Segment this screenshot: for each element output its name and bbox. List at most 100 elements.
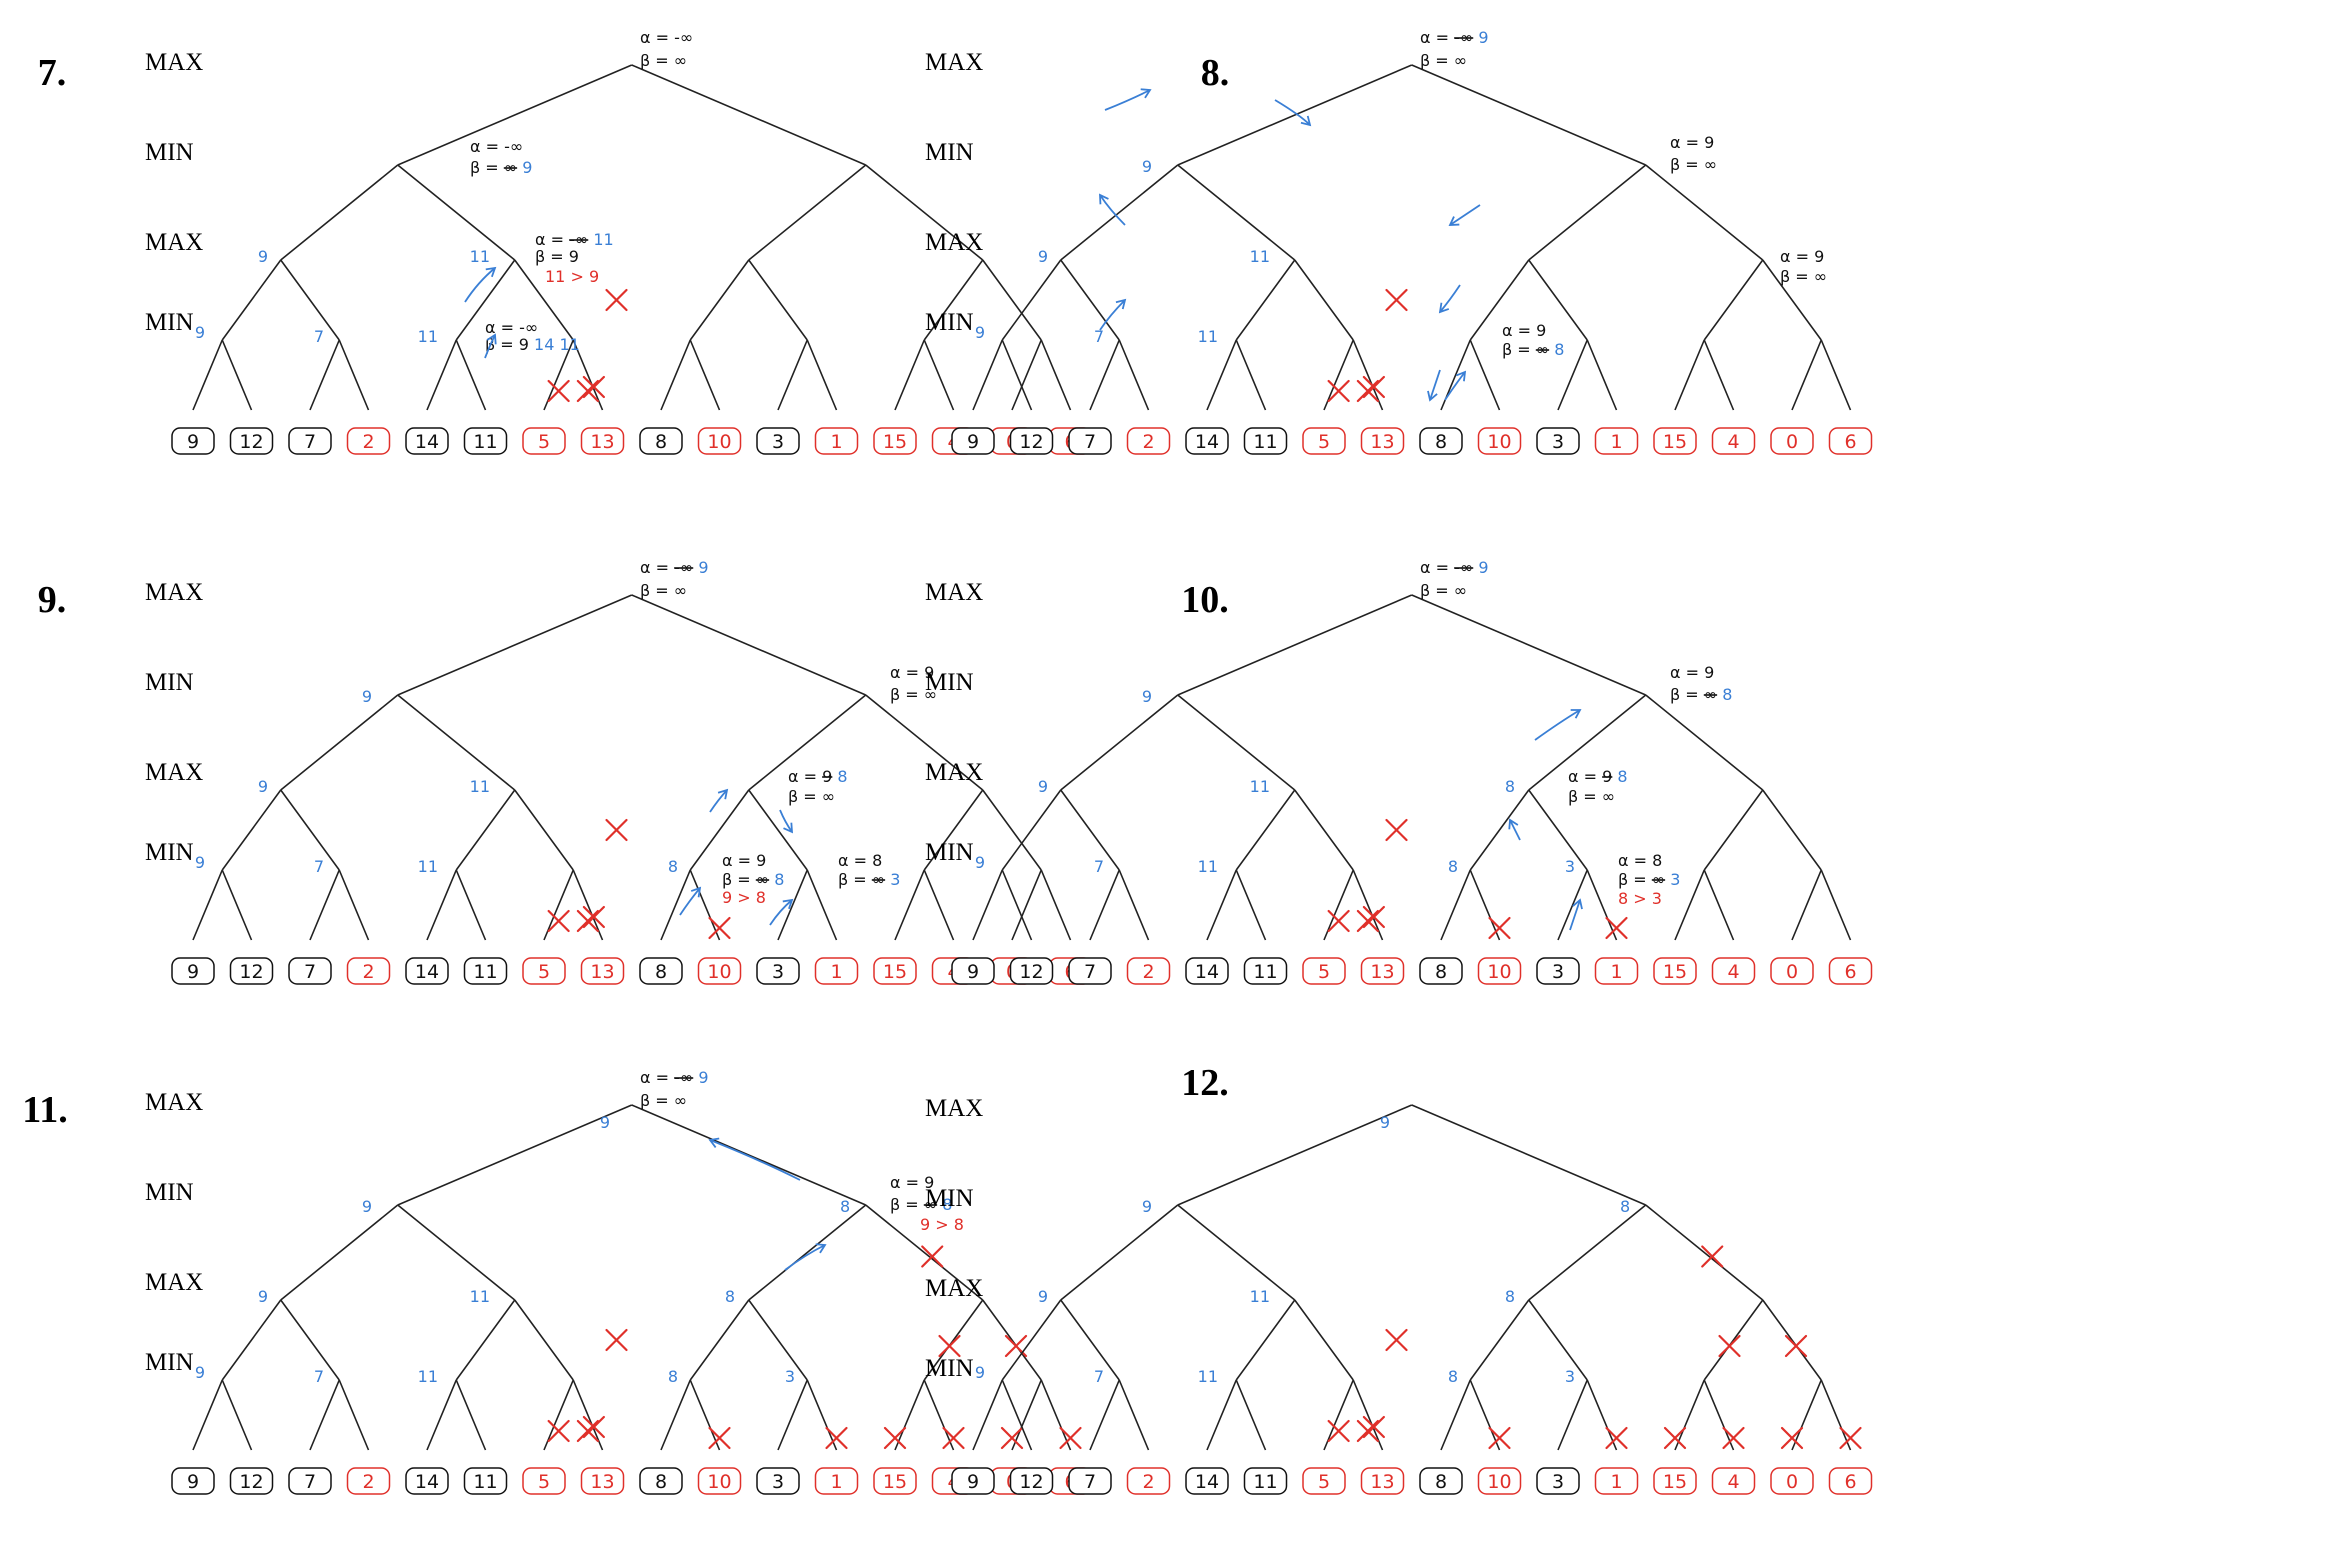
tree-edge <box>1469 869 1501 941</box>
tree-edge <box>689 339 721 411</box>
leaf-value: 12 <box>1019 1471 1043 1493</box>
tree-edge <box>777 1379 808 1451</box>
tree-edge <box>1557 1379 1588 1451</box>
leaf-value: 10 <box>707 431 731 453</box>
tree-edge <box>1411 1104 1647 1206</box>
annotation-label: 9 <box>1380 1113 1390 1132</box>
leaf-value: 8 <box>655 431 667 453</box>
leaf-value: 8 <box>1435 961 1447 983</box>
annotation-segment: 9 > 8 <box>920 1215 964 1234</box>
tree-edge <box>1011 1379 1042 1451</box>
panel-number: 10. <box>1181 579 1229 621</box>
level-label-2: MAX <box>925 229 983 256</box>
prune-cross-icon <box>1327 1419 1350 1443</box>
tree-edge <box>1411 64 1647 166</box>
annotation-segment: ∞ <box>756 870 769 889</box>
leaf-value: 10 <box>1487 961 1511 983</box>
leaf-node: 11 <box>463 427 508 455</box>
annotation-label: α = 9 <box>1780 247 1824 266</box>
annotation-label: 11 <box>418 1367 438 1386</box>
tree-edge <box>280 694 399 791</box>
tree-edge <box>748 259 808 341</box>
prune-cross-icon <box>708 916 731 940</box>
leaf-value: 14 <box>1195 961 1219 983</box>
annotation-segment: β = ∞ <box>640 51 687 70</box>
leaf-node: 1 <box>1594 957 1639 985</box>
leaf-value: 5 <box>538 1471 550 1493</box>
annotation-segment: 11 <box>470 247 490 266</box>
tree-edge <box>1011 869 1042 941</box>
tree-edge <box>397 1204 516 1301</box>
annotation-label: 8 <box>725 1287 735 1306</box>
tree-edge <box>221 1379 253 1451</box>
panel-number: 11. <box>22 1089 67 1131</box>
annotation-label: 8 <box>1448 857 1458 876</box>
annotation-label: β = ∞ 9 <box>470 158 532 177</box>
annotation-segment: 8 <box>840 1197 850 1216</box>
leaf-value: 3 <box>1552 431 1564 453</box>
tree-edge <box>1001 869 1033 941</box>
leaf-node: 3 <box>1536 957 1580 985</box>
leaf-value: 2 <box>362 961 374 983</box>
tree-edge <box>514 789 574 871</box>
annotation-segment: 8 <box>668 1367 678 1386</box>
annotation-segment: α = <box>1420 28 1454 47</box>
leaf-value: 3 <box>1552 1471 1564 1493</box>
annotation-segment: 7 <box>314 857 324 876</box>
leaf-node: 9 <box>951 957 995 985</box>
tree-edge <box>1762 789 1822 871</box>
annotation-segment: 7 <box>314 1367 324 1386</box>
annotation-label: β = ∞ <box>1420 51 1467 70</box>
annotation-label: 9 > 8 <box>920 1215 964 1234</box>
prune-cross-icon <box>1780 1426 1804 1450</box>
leaf-value: 13 <box>1370 431 1394 453</box>
tree-edge <box>923 1379 955 1451</box>
annotation-segment: β = ∞ <box>640 581 687 600</box>
tree-edge <box>1001 1379 1033 1451</box>
tree-edge <box>806 339 838 411</box>
annotation-label: α = -∞ <box>640 28 693 47</box>
annotation-segment: 9 <box>362 687 372 706</box>
tree-edge <box>1235 259 1296 341</box>
annotation-segment: 9 <box>195 323 205 342</box>
leaf-value: 1 <box>830 431 842 453</box>
traversal-arrow-icon <box>484 333 497 359</box>
annotation-segment: 9 <box>693 558 708 577</box>
annotation-segment: α = <box>1568 767 1602 786</box>
annotation-label: β = ∞ 8 <box>890 1195 952 1214</box>
annotation-label: 11 > 9 <box>545 267 599 286</box>
tree-edge <box>631 1104 867 1206</box>
annotation-segment: 9 <box>258 247 268 266</box>
tree-edge <box>689 1299 750 1381</box>
traversal-arrow-icon <box>1438 284 1461 314</box>
leaf-value: 2 <box>1142 1471 1154 1493</box>
leaf-value: 11 <box>473 431 497 453</box>
annotation-segment: 9 <box>258 777 268 796</box>
annotation-label: β = ∞ <box>1568 787 1615 806</box>
leaf-node: 11 <box>1243 957 1288 985</box>
annotation-label: 7 <box>1094 1367 1104 1386</box>
annotation-segment: 8 <box>1505 777 1515 796</box>
tree-edge <box>1645 164 1764 261</box>
tree-edge <box>865 1204 984 1301</box>
tree-edge <box>1791 869 1822 941</box>
leaf-node: 7 <box>1068 957 1112 985</box>
leaf-value: 7 <box>304 1471 316 1493</box>
leaf-node: 6 <box>1828 427 1873 455</box>
tree-edge <box>1089 869 1120 941</box>
tree-edge <box>1001 1299 1062 1381</box>
leaf-node: 14 <box>1185 427 1229 455</box>
tree-edge <box>338 339 370 411</box>
tree-edge <box>1060 164 1179 261</box>
leaf-value: 9 <box>967 961 979 983</box>
annotation-label: 7 <box>1094 857 1104 876</box>
annotation-segment: 11 <box>418 857 438 876</box>
leaf-node: 15 <box>873 427 917 455</box>
leaf-node: 15 <box>1653 427 1697 455</box>
prune-cross-icon <box>547 1419 570 1443</box>
tree-edge <box>1060 1299 1120 1381</box>
leaf-node: 9 <box>171 427 215 455</box>
tree-edge <box>280 1299 340 1381</box>
tree-edge <box>1791 339 1822 411</box>
annotation-segment: ∞ <box>924 1195 937 1214</box>
